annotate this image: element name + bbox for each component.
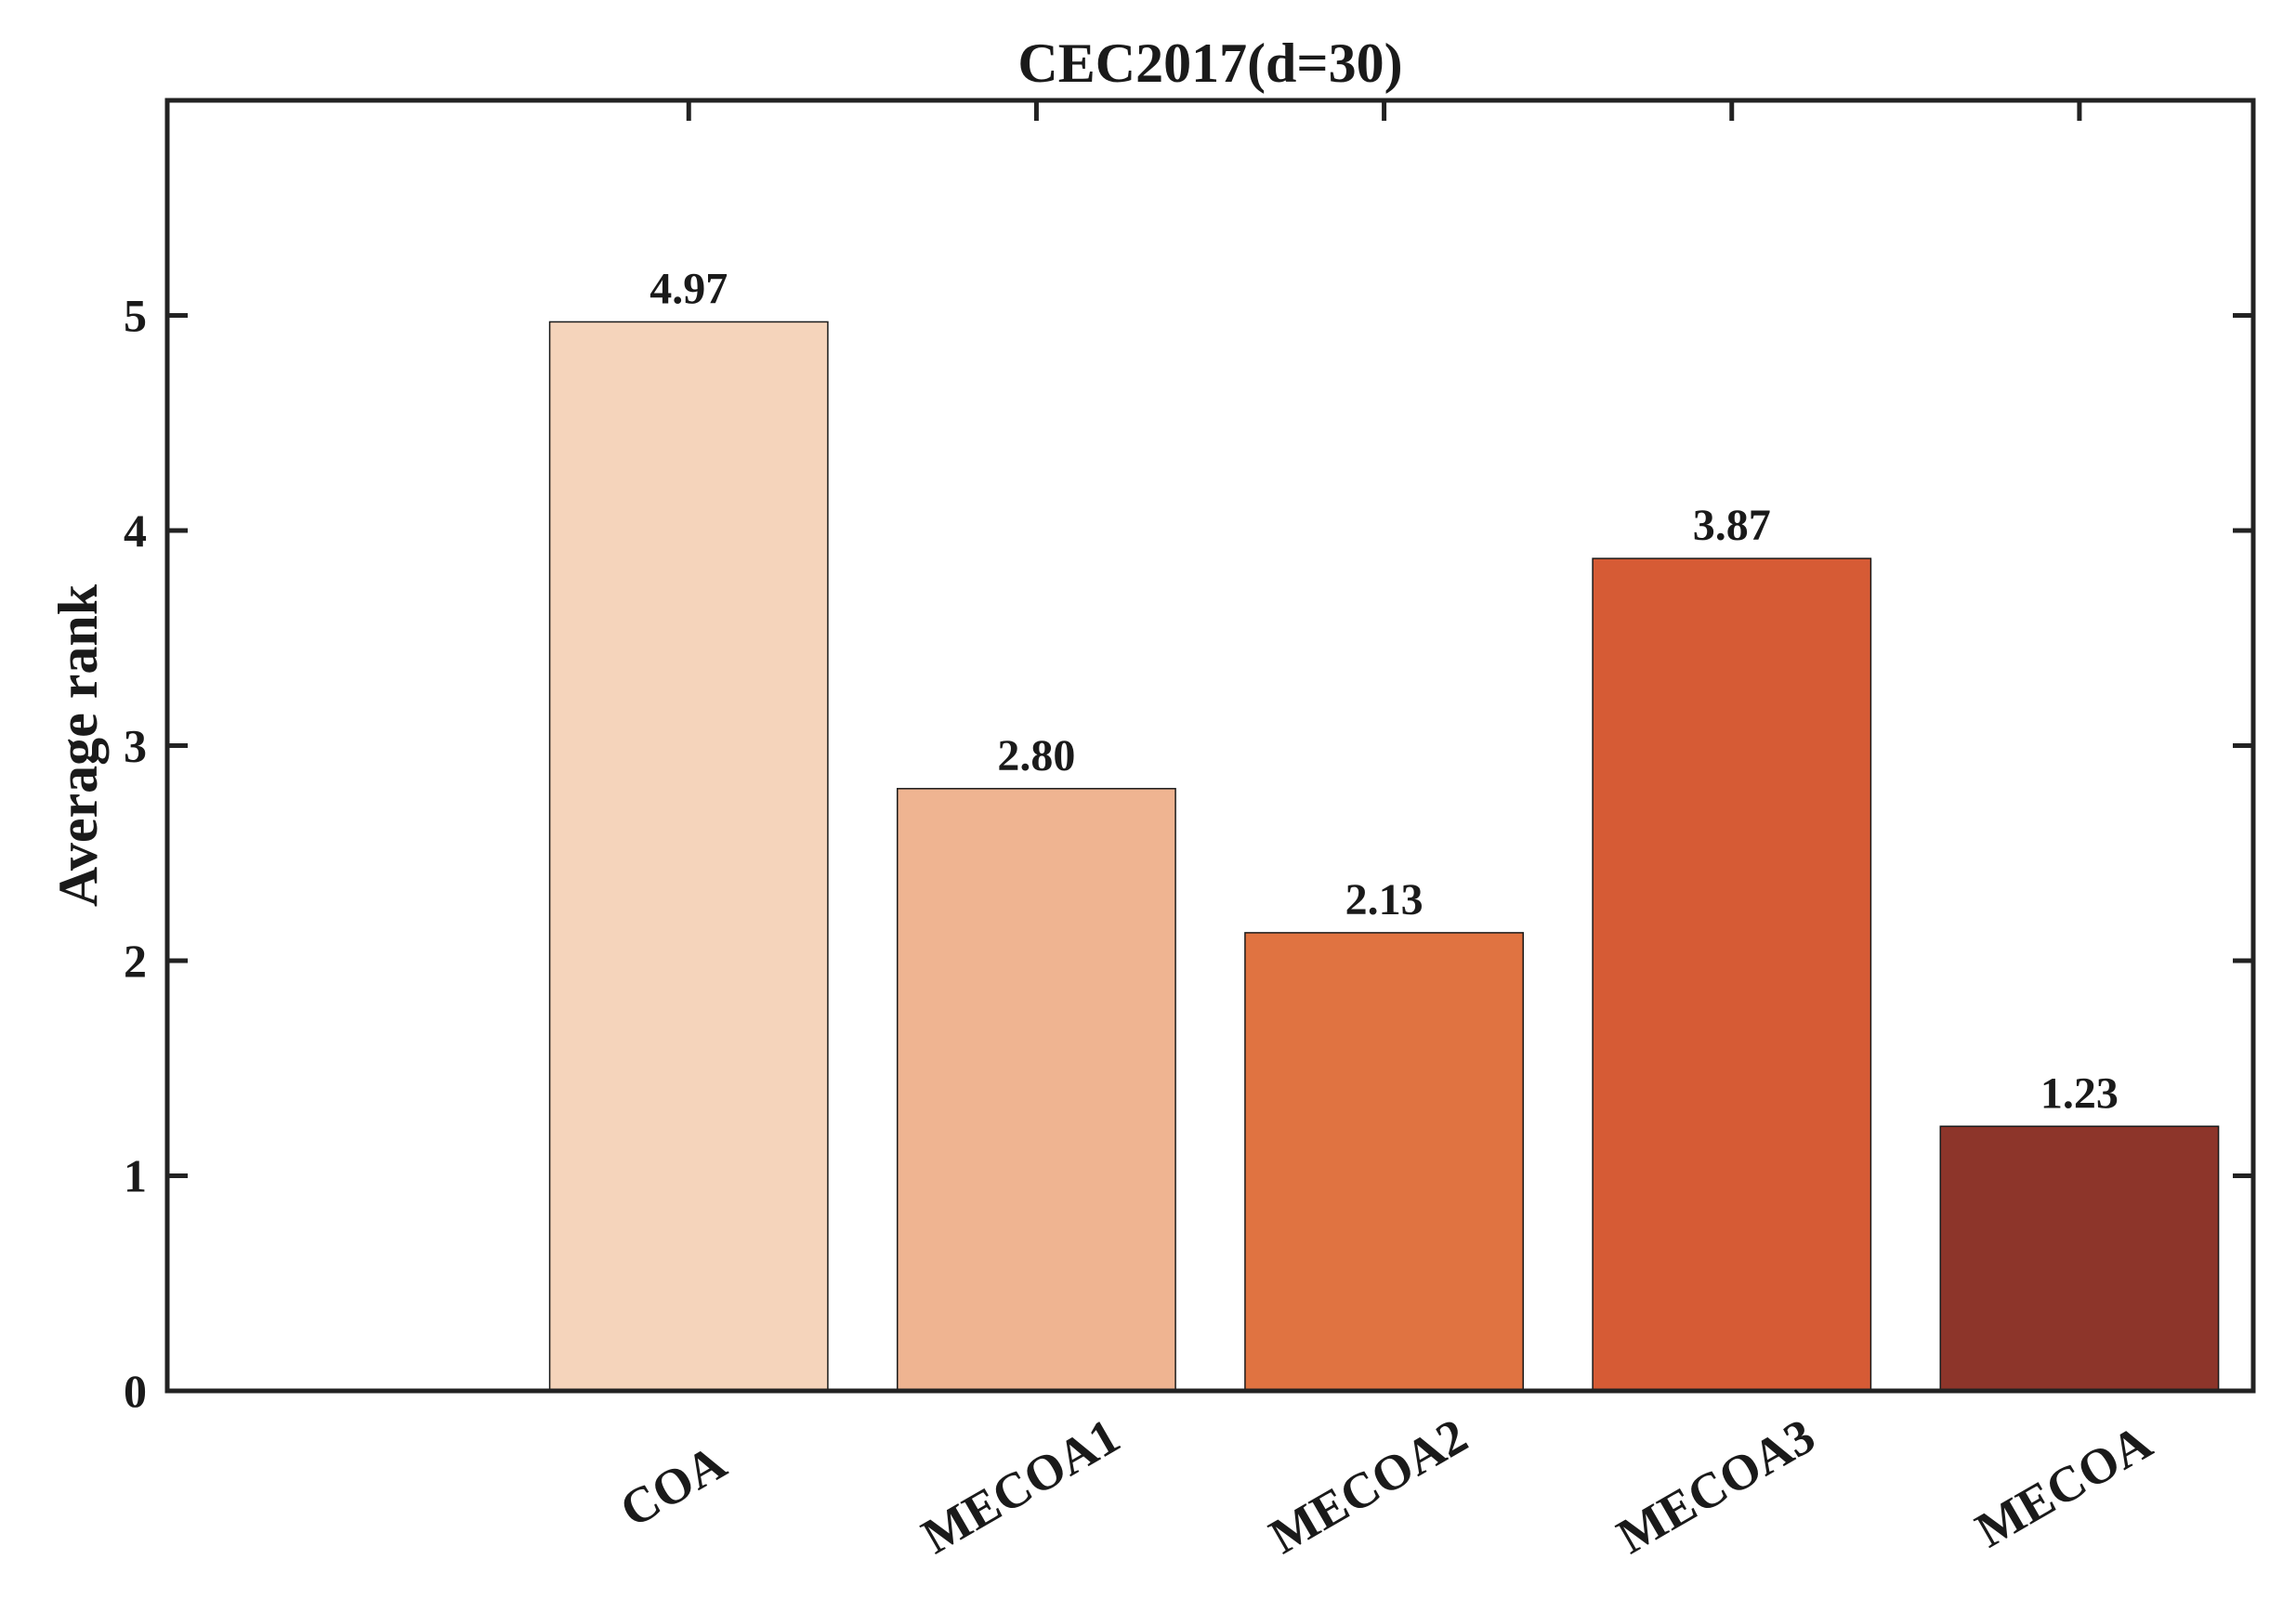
- chart-title: CEC2017(d=30): [1017, 33, 1402, 94]
- value-label-mecoa: 1.23: [2040, 1068, 2119, 1118]
- value-label-coa: 4.97: [649, 264, 728, 313]
- bar-mecoa1: [897, 788, 1176, 1392]
- y-tick-label: 1: [124, 1150, 147, 1202]
- bar-mecoa: [1939, 1125, 2220, 1392]
- bars-layer: [548, 321, 2220, 1392]
- y-axis-label: Average rank: [47, 583, 109, 907]
- value-labels-layer: 4.97 2.80 2.13 3.87 1.23: [649, 264, 2119, 1118]
- y-tick-label: 2: [124, 935, 147, 987]
- plot-frame: [164, 98, 2256, 1394]
- y-tick-labels: 0 1 2 3 4 5: [124, 290, 147, 1418]
- y-tick-label: 3: [124, 720, 147, 772]
- y-tick-label: 4: [124, 505, 147, 557]
- y-tick-label: 5: [124, 290, 147, 342]
- value-label-mecoa1: 2.80: [997, 731, 1075, 780]
- ticks-layer: [167, 100, 2253, 1178]
- bar-mecoa2: [1244, 932, 1524, 1392]
- value-label-mecoa3: 3.87: [1693, 501, 1771, 550]
- bar-mecoa3: [1592, 557, 1872, 1392]
- y-tick-label: 0: [124, 1365, 147, 1417]
- bar-coa: [548, 321, 829, 1392]
- value-label-mecoa2: 2.13: [1345, 875, 1424, 924]
